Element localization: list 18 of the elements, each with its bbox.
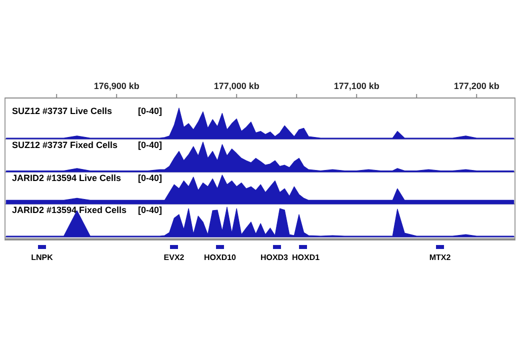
text: HOXD1 xyxy=(292,253,320,262)
x-tick-label: 177,100 kb xyxy=(334,81,380,91)
text: HOXD3 xyxy=(260,253,289,262)
chart-title: JARID2 #13594 Live Cells xyxy=(12,173,122,183)
chart-title: SUZ12 #3737 Live Cells xyxy=(12,106,112,116)
text: HOXD10 xyxy=(204,253,237,262)
x-tick-label: 176,900 kb xyxy=(94,81,140,91)
annotation: [0-40] xyxy=(138,140,162,150)
x-tick-label: 177,200 kb xyxy=(454,81,500,91)
text: MTX2 xyxy=(429,253,452,262)
chart-title: JARID2 #13594 Fixed Cells xyxy=(12,205,127,215)
annotation: [0-40] xyxy=(138,205,162,215)
text: LNPK xyxy=(31,253,54,262)
chart-title: SUZ12 #3737 Fixed Cells xyxy=(12,140,118,150)
annotation: [0-40] xyxy=(138,106,162,116)
x-tick-label: 177,000 kb xyxy=(214,81,260,91)
annotation: [0-40] xyxy=(138,173,162,183)
text: EVX2 xyxy=(164,253,185,262)
